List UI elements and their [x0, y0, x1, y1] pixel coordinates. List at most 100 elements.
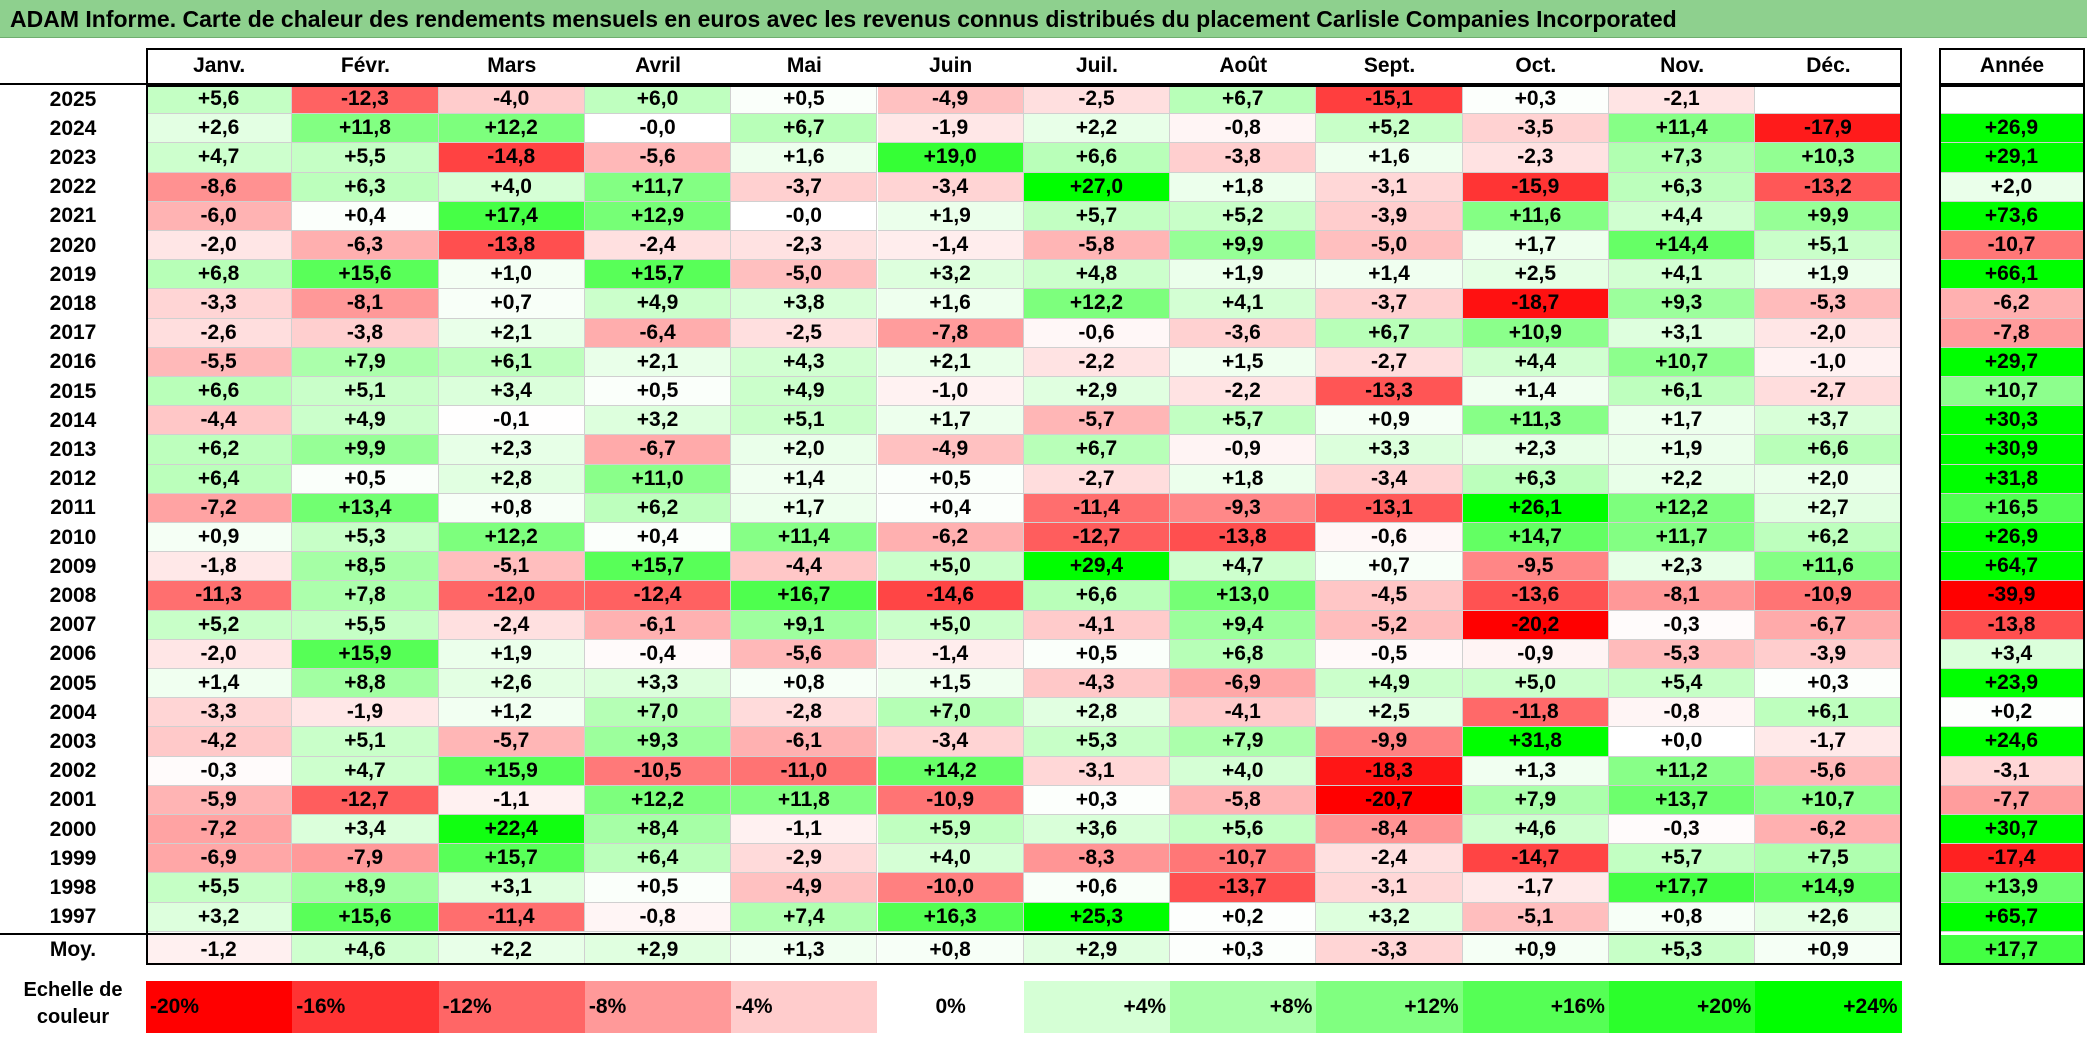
annual-cell — [1939, 85, 2085, 115]
annual-cell: +3,4 — [1939, 639, 2085, 669]
heatmap-cell: -0,4 — [584, 639, 732, 669]
heatmap-cell: -7,2 — [146, 493, 293, 523]
heatmap-cell: +13,4 — [292, 493, 439, 523]
heatmap-cell: -0,8 — [1609, 698, 1756, 728]
column-header: Sept. — [1363, 54, 1416, 77]
annual-cell: -17,4 — [1939, 844, 2085, 874]
heatmap-cell: +2,9 — [1023, 377, 1171, 407]
heatmap-cell: -1,0 — [1755, 347, 1902, 377]
heatmap-cell: +5,2 — [1316, 114, 1463, 144]
heatmap-cell: +1,7 — [731, 493, 878, 523]
heatmap-cell: +2,2 — [1609, 464, 1756, 494]
heatmap-cell: +15,9 — [292, 639, 439, 669]
heatmap-cell: +0,5 — [292, 464, 439, 494]
heatmap-cell: +1,5 — [877, 669, 1024, 699]
heatmap-cell: +1,4 — [146, 669, 293, 699]
row-year-label: 2020 — [49, 233, 97, 257]
heatmap-cell: -9,5 — [1462, 552, 1609, 582]
heatmap-cell: +13,0 — [1170, 581, 1317, 611]
heatmap-cell: +11,4 — [1609, 114, 1756, 144]
column-header: Oct. — [1515, 54, 1557, 77]
heatmap-cell: +9,3 — [584, 727, 732, 757]
heatmap-cell: +0,7 — [438, 289, 585, 319]
row-year-label: 2012 — [49, 467, 97, 491]
average-cell: +4,6 — [292, 935, 439, 965]
heatmap-cell: -0,3 — [1609, 815, 1756, 845]
heatmap-cell: +11,7 — [1609, 523, 1756, 553]
heatmap-cell: -0,3 — [146, 756, 293, 786]
heatmap-cell: -3,4 — [1316, 464, 1463, 494]
heatmap-cell: +6,7 — [1170, 85, 1317, 115]
heatmap-cell: +5,6 — [146, 85, 293, 115]
heatmap-cell: +5,5 — [292, 143, 439, 173]
heatmap-cell: -7,2 — [146, 815, 293, 845]
row-year-label: 1999 — [49, 846, 97, 870]
heatmap-cell: +9,9 — [1170, 231, 1317, 261]
row-year-label: 2000 — [49, 817, 97, 841]
heatmap-cell: +1,6 — [1316, 143, 1463, 173]
annual-cell: +26,9 — [1939, 523, 2085, 553]
legend-swatch: -12% — [438, 981, 585, 1033]
heatmap-cell: -2,1 — [1609, 85, 1756, 115]
row-year-label: 2016 — [49, 350, 97, 374]
heatmap-cell: -0,8 — [1170, 114, 1317, 144]
heatmap-cell: +2,5 — [1316, 698, 1463, 728]
heatmap-cell: -10,9 — [877, 785, 1024, 815]
annual-cell: -10,7 — [1939, 231, 2085, 261]
heatmap-cell: -0,1 — [438, 406, 585, 436]
heatmap-cell: -5,6 — [1755, 756, 1902, 786]
annual-cell: -3,1 — [1939, 756, 2085, 786]
heatmap-cell: +2,1 — [584, 347, 732, 377]
heatmap-cell: +22,4 — [438, 815, 585, 845]
heatmap-cell: -2,3 — [731, 231, 878, 261]
legend-swatch: 0% — [877, 981, 1024, 1033]
heatmap-cell: -5,6 — [584, 143, 732, 173]
heatmap-cell: +4,7 — [292, 756, 439, 786]
heatmap-cell: +6,4 — [584, 844, 732, 874]
annual-cell: +29,7 — [1939, 347, 2085, 377]
heatmap-cell: -13,8 — [438, 231, 585, 261]
annual-cell: +30,3 — [1939, 406, 2085, 436]
column-header: Nov. — [1660, 54, 1705, 77]
heatmap-cell: +0,5 — [584, 377, 732, 407]
heatmap-cell: +6,7 — [1023, 435, 1171, 465]
heatmap-cell: -1,4 — [877, 639, 1024, 669]
row-year-label: 2024 — [49, 116, 97, 140]
heatmap-cell: +4,8 — [1023, 260, 1171, 290]
heatmap-cell: +9,1 — [731, 610, 878, 640]
heatmap-cell: +0,8 — [438, 493, 585, 523]
heatmap-cell: -4,4 — [731, 552, 878, 582]
heatmap-cell: +31,8 — [1462, 727, 1609, 757]
annual-cell: +0,2 — [1939, 698, 2085, 728]
heatmap-cell: -2,4 — [1316, 844, 1463, 874]
heatmap-cell: +1,3 — [1462, 756, 1609, 786]
heatmap-cell: -6,1 — [584, 610, 732, 640]
legend-swatch: -8% — [584, 981, 732, 1033]
heatmap-cell: +5,3 — [292, 523, 439, 553]
heatmap-cell: +6,3 — [292, 172, 439, 202]
heatmap-cell: +6,3 — [1462, 464, 1609, 494]
heatmap-cell: +2,1 — [877, 347, 1024, 377]
row-year-label: 1997 — [49, 905, 97, 929]
heatmap-cell: +0,8 — [1609, 902, 1756, 932]
row-year-label: 2011 — [50, 496, 96, 520]
heatmap-cell — [1755, 85, 1902, 115]
heatmap-cell: -3,9 — [1755, 639, 1902, 669]
heatmap-cell: +2,0 — [731, 435, 878, 465]
heatmap-cell: +3,8 — [731, 289, 878, 319]
heatmap-cell: +1,8 — [1170, 172, 1317, 202]
heatmap-cell: -0,0 — [584, 114, 732, 144]
heatmap-cell: +5,7 — [1170, 406, 1317, 436]
heatmap-cell: +15,6 — [292, 902, 439, 932]
heatmap-cell: -0,3 — [1609, 610, 1756, 640]
legend-swatch: -4% — [731, 981, 878, 1033]
heatmap-cell: +2,1 — [438, 318, 585, 348]
annual-cell: -7,8 — [1939, 318, 2085, 348]
annual-cell: +65,7 — [1939, 902, 2085, 932]
heatmap-cell: -5,3 — [1755, 289, 1902, 319]
annual-cell: +31,8 — [1939, 464, 2085, 494]
heatmap-cell: -2,7 — [1023, 464, 1171, 494]
heatmap-cell: +7,8 — [292, 581, 439, 611]
heatmap-cell: +6,1 — [1755, 698, 1902, 728]
heatmap-cell: -2,2 — [1023, 347, 1171, 377]
